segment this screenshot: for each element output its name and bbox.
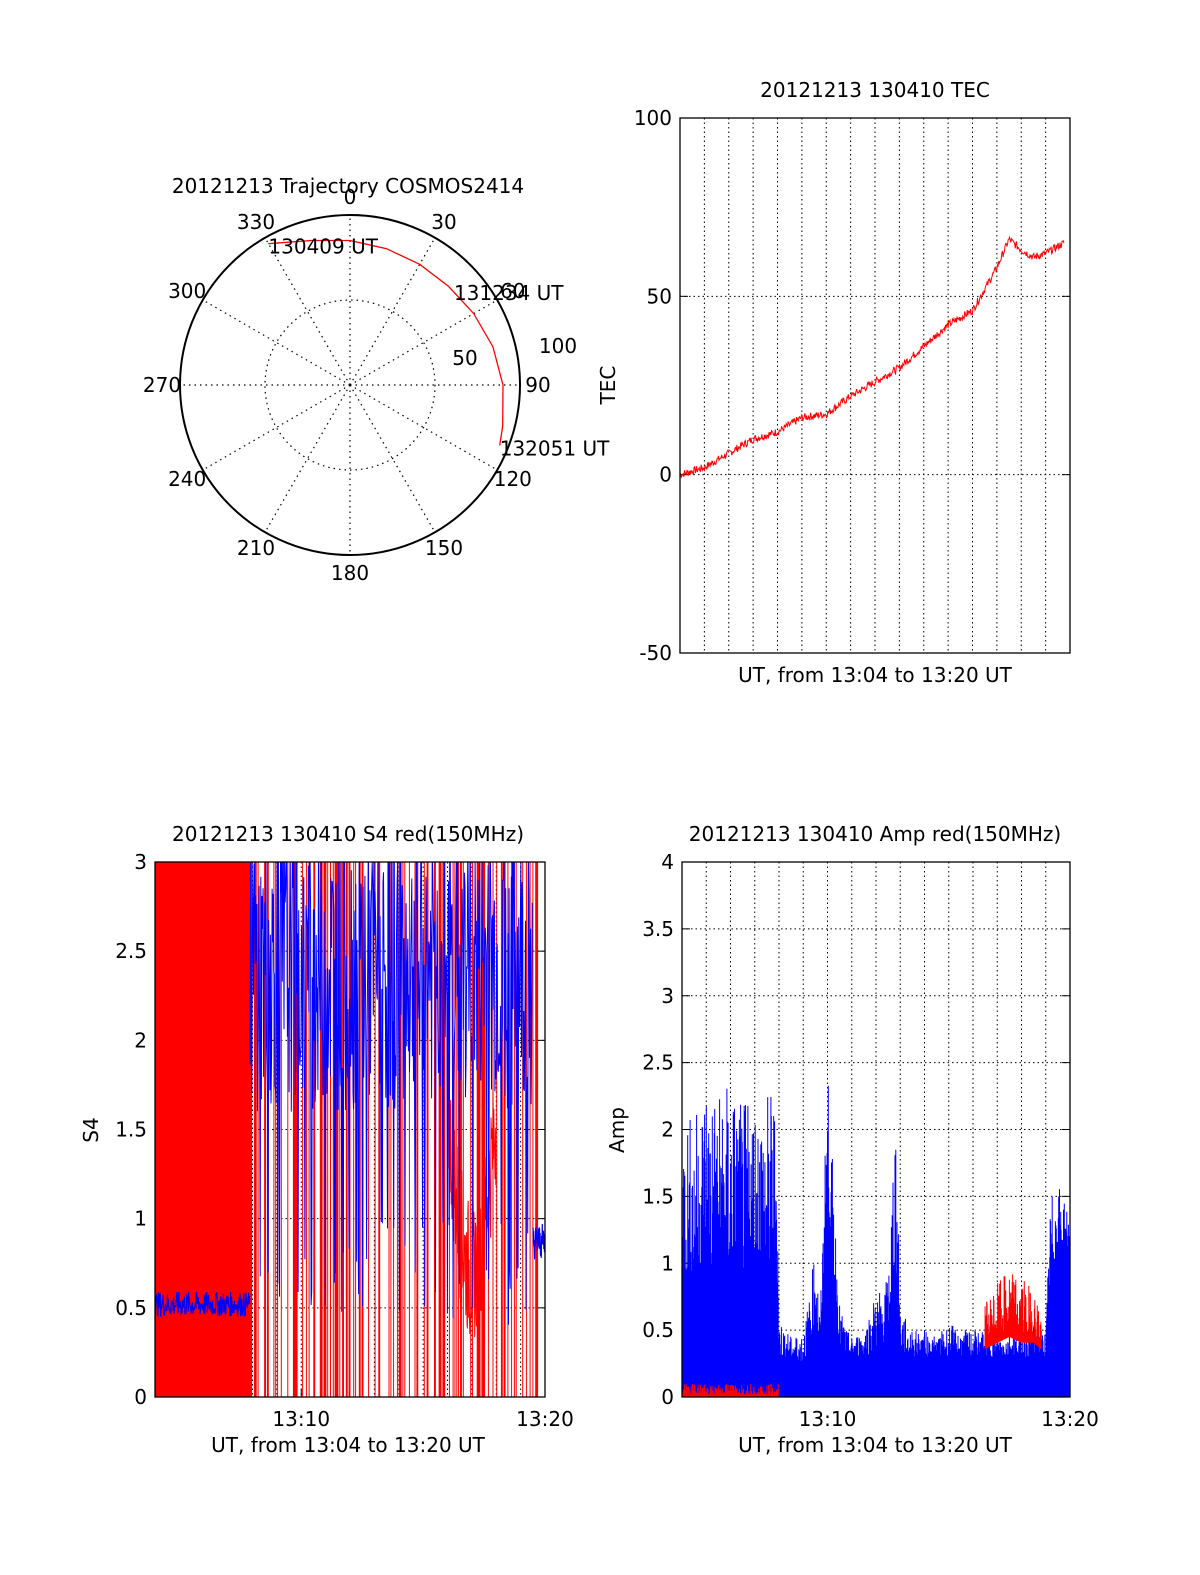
s4-red-dip [447, 1049, 497, 1338]
y-tick-label: -50 [639, 641, 672, 665]
polar-angle-label: 60 [500, 279, 525, 303]
polar-grid [179, 214, 521, 556]
polar-spoke-330 [264, 237, 351, 386]
trajectory-line [268, 239, 504, 446]
y-tick-label: 1.5 [642, 1184, 674, 1208]
polar-radial-label: 100 [539, 334, 577, 358]
polar-angle-label: 270 [143, 373, 181, 397]
y-tick-label: 1 [661, 1251, 674, 1275]
polar-angle-label: 120 [494, 467, 532, 491]
trajectory-panel: 20121213 Trajectory COSMOS2414 0 30 60 90 12… [143, 174, 610, 585]
y-tick-label: 0 [659, 463, 672, 487]
polar-angle-labels: 0 30 60 90 120 150 180 210 240 270 300 330 [143, 185, 551, 585]
amp-series-red [984, 1274, 1042, 1349]
amp-title: 20121213 130410 Amp red(150MHz) [689, 822, 1061, 846]
polar-ring-50 [264, 299, 436, 471]
polar-angle-label: 300 [168, 279, 206, 303]
tec-series-line [679, 235, 1065, 479]
plot-frame [679, 117, 1071, 654]
polar-angle-label: 210 [237, 536, 275, 560]
tec-panel: 20121213 130410 TEC -50 0 50 100 UT, from 1… [596, 78, 1071, 687]
polar-angle-label: 90 [525, 373, 550, 397]
trajectory-annotation: 131234 UT [454, 281, 564, 305]
s4-xlabel: UT, from 13:04 to 13:20 UT [211, 1433, 486, 1457]
y-tick-label: 0.5 [115, 1296, 147, 1320]
polar-spoke-240 [202, 384, 351, 471]
polar-radial-labels: 50 100 [452, 334, 577, 370]
y-tick-label: 2 [661, 1118, 674, 1142]
polar-radial-label: 50 [452, 346, 477, 370]
y-tick-label: 2.5 [115, 939, 147, 963]
polar-angle-label: 330 [237, 210, 275, 234]
polar-spoke-60 [349, 299, 498, 386]
amp-ylabel: Amp [605, 1107, 629, 1153]
s4-ylabel: S4 [79, 1117, 103, 1142]
trajectory-annotations: 130409 UT 131234 UT 132051 UT [268, 235, 610, 461]
trajectory-title: 20121213 Trajectory COSMOS2414 [172, 174, 524, 198]
y-tick-label: 50 [647, 284, 672, 308]
s4-blue-late [249, 862, 533, 1325]
s4-title: 20121213 130410 S4 red(150MHz) [172, 822, 524, 846]
plot-frame [154, 861, 546, 1398]
polar-spoke-30 [349, 237, 436, 386]
s4-blue-early [155, 1291, 251, 1317]
polar-spoke-120 [349, 384, 498, 471]
trajectory-track [268, 239, 504, 446]
x-tick-label: 13:10 [272, 1407, 330, 1431]
polar-spoke-210 [264, 384, 351, 533]
polar-spoke-150 [349, 384, 436, 533]
trajectory-annotation: 132051 UT [500, 436, 610, 460]
amp-panel: 20121213 130410 Amp red(150MHz) 0 0.5 1 1.5… [605, 822, 1099, 1457]
y-tick-label: 3.5 [642, 917, 674, 941]
tec-ylabel: TEC [596, 366, 620, 406]
polar-angle-label: 150 [425, 536, 463, 560]
trajectory-annotation: 130409 UT [268, 235, 378, 259]
polar-angle-label: 240 [168, 467, 206, 491]
s4-blue-series [155, 862, 545, 1325]
y-tick-label: 3 [134, 850, 147, 874]
polar-angle-label: 0 [344, 185, 357, 209]
s4-panel: 20121213 130410 S4 red(150MHz) 0 0.5 1 1.5 2… [79, 822, 574, 1457]
y-tick-label: 3 [661, 984, 674, 1008]
polar-spoke-300 [202, 299, 351, 386]
y-tick-label: 2.5 [642, 1051, 674, 1075]
s4-blue-end [532, 1223, 545, 1260]
y-tick-label: 0.5 [642, 1318, 674, 1342]
y-tick-label: 0 [134, 1385, 147, 1409]
y-tick-label: 0 [661, 1385, 674, 1409]
y-tick-label: 100 [634, 106, 672, 130]
plot-frame [681, 861, 1071, 1398]
y-tick-label: 1.5 [115, 1118, 147, 1142]
y-tick-label: 1 [134, 1207, 147, 1231]
y-tick-label: 4 [661, 850, 674, 874]
amp-xlabel: UT, from 13:04 to 13:20 UT [738, 1433, 1013, 1457]
x-tick-label: 13:20 [516, 1407, 574, 1431]
y-tick-label: 2 [134, 1028, 147, 1052]
x-tick-label: 13:10 [799, 1407, 857, 1431]
tec-xlabel: UT, from 13:04 to 13:20 UT [738, 663, 1013, 687]
s4-red-series [155, 862, 539, 1397]
tec-title: 20121213 130410 TEC [760, 78, 990, 102]
polar-outer-circle [179, 214, 521, 556]
x-tick-label: 13:20 [1041, 1407, 1099, 1431]
polar-angle-label: 30 [431, 210, 456, 234]
s4-red-spikes [155, 862, 539, 1397]
polar-angle-label: 180 [331, 561, 369, 585]
